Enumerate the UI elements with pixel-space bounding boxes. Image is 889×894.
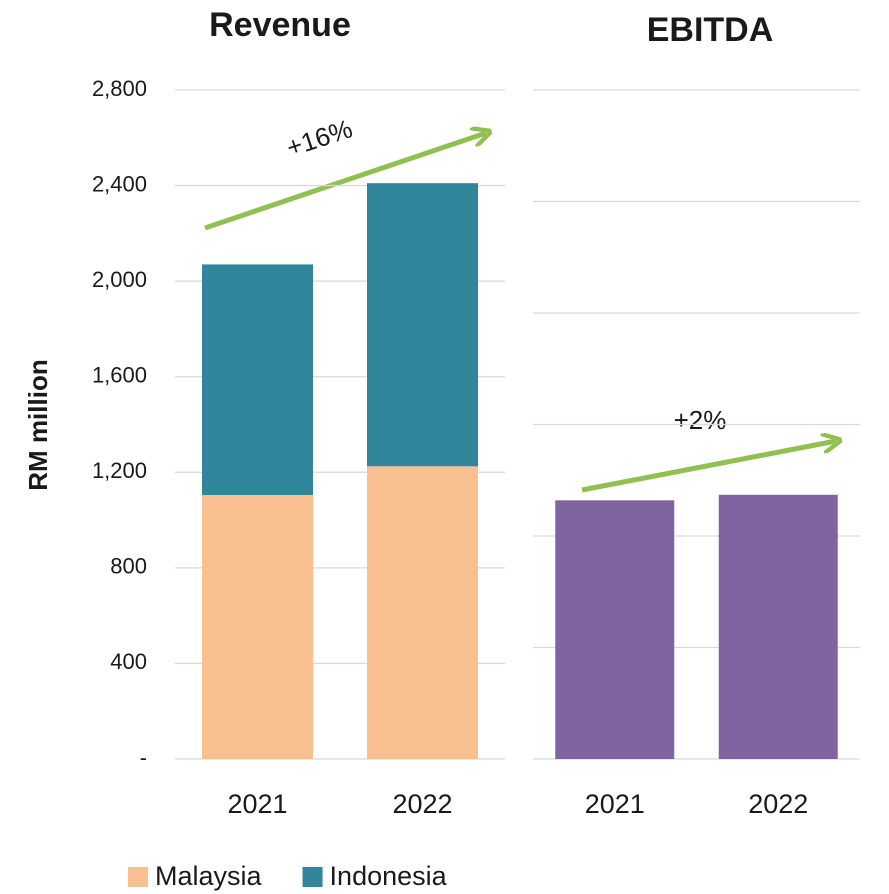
y-tick-label: 400 bbox=[110, 649, 147, 674]
y-tick-label: 2,800 bbox=[92, 76, 147, 101]
legend-swatch bbox=[128, 867, 148, 887]
legend-swatch bbox=[302, 867, 323, 887]
x-tick-label: 2022 bbox=[748, 789, 808, 819]
trend-arrow bbox=[204, 133, 486, 231]
y-tick-label: 1,200 bbox=[92, 458, 147, 483]
y-axis-label: RM million bbox=[23, 359, 53, 490]
annotation: +2% bbox=[674, 405, 727, 435]
x-tick-label: 2022 bbox=[392, 789, 452, 819]
y-tick-label: 2,000 bbox=[92, 267, 147, 292]
bar bbox=[202, 264, 313, 495]
trend-arrow bbox=[581, 441, 836, 493]
legend-label: Indonesia bbox=[330, 861, 448, 891]
legend-label: Malaysia bbox=[155, 861, 263, 891]
x-tick-label: 2021 bbox=[227, 789, 287, 819]
chart-title: Revenue bbox=[209, 6, 351, 44]
bar bbox=[367, 466, 478, 759]
bar bbox=[367, 183, 478, 467]
bar bbox=[718, 494, 838, 759]
y-tick-label: 2,400 bbox=[92, 171, 147, 196]
chart-title: EBITDA bbox=[647, 11, 774, 49]
y-tick-label: - bbox=[140, 745, 147, 770]
bar bbox=[202, 494, 313, 759]
y-tick-label: 1,600 bbox=[92, 363, 147, 388]
annotation: +16% bbox=[283, 113, 356, 162]
x-tick-label: 2021 bbox=[585, 789, 645, 819]
y-tick-label: 800 bbox=[110, 554, 147, 579]
bar bbox=[555, 500, 675, 759]
